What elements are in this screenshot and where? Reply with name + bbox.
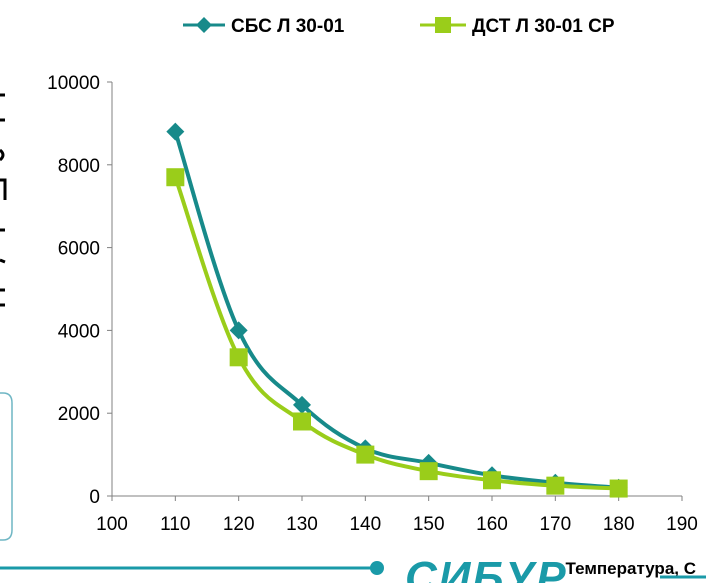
x-tick-label: 110 bbox=[160, 514, 190, 535]
side-panel-frame bbox=[0, 392, 13, 541]
x-tick-label: 130 bbox=[286, 514, 318, 535]
series-2-point bbox=[293, 412, 311, 431]
series-2-point bbox=[609, 479, 628, 498]
series-1-point bbox=[293, 395, 311, 414]
series-2-point bbox=[419, 462, 438, 481]
series-layer bbox=[166, 122, 628, 498]
y-tick-label: 6000 bbox=[58, 239, 100, 260]
axes: 0 2000 4000 6000 8000 10000 100 110 120 130 140 150… bbox=[47, 73, 698, 535]
series-2-point bbox=[229, 348, 248, 367]
y-tick-label: 10000 bbox=[47, 73, 100, 94]
series-1-point bbox=[166, 122, 185, 141]
x-tick-label: 120 bbox=[223, 514, 255, 535]
series-line-1 bbox=[173, 131, 619, 490]
legend-label-series-2: ДСТ Л 30-01 СР bbox=[472, 16, 615, 37]
brand-strip: СИБУР bbox=[0, 553, 706, 583]
x-tick-label: 180 bbox=[603, 514, 635, 535]
series-2-point bbox=[483, 471, 501, 490]
brand-dot bbox=[370, 561, 384, 575]
series-2-point bbox=[166, 168, 185, 187]
x-tick-label: 190 bbox=[666, 514, 698, 535]
legend-item-series-2: ДСТ Л 30-01 СР bbox=[420, 16, 615, 37]
brand-logo: СИБУР bbox=[405, 553, 568, 583]
series-1-point bbox=[229, 321, 248, 340]
x-tick-label: 150 bbox=[413, 514, 445, 535]
legend-item-series-1: СБС Л 30-01 bbox=[183, 16, 345, 37]
y-tick-label: 8000 bbox=[58, 156, 100, 177]
x-tick-label: 170 bbox=[539, 514, 571, 535]
x-tick-label: 160 bbox=[476, 514, 508, 535]
y-tick-label: 2000 bbox=[58, 404, 100, 425]
series-2-point bbox=[356, 445, 375, 464]
x-tick-label: 100 bbox=[96, 514, 128, 535]
x-axis-title: Температура, С bbox=[566, 559, 696, 578]
y-tick-label: 0 bbox=[89, 487, 100, 508]
y-tick-label: 4000 bbox=[58, 321, 100, 342]
series-2-point bbox=[546, 476, 565, 495]
y-axis-title-fragment bbox=[0, 93, 7, 307]
legend-label-series-1: СБС Л 30-01 bbox=[231, 16, 345, 37]
legend: СБС Л 30-01 ДСТ Л 30-01 СР bbox=[183, 16, 615, 37]
x-tick-label: 140 bbox=[349, 514, 381, 535]
